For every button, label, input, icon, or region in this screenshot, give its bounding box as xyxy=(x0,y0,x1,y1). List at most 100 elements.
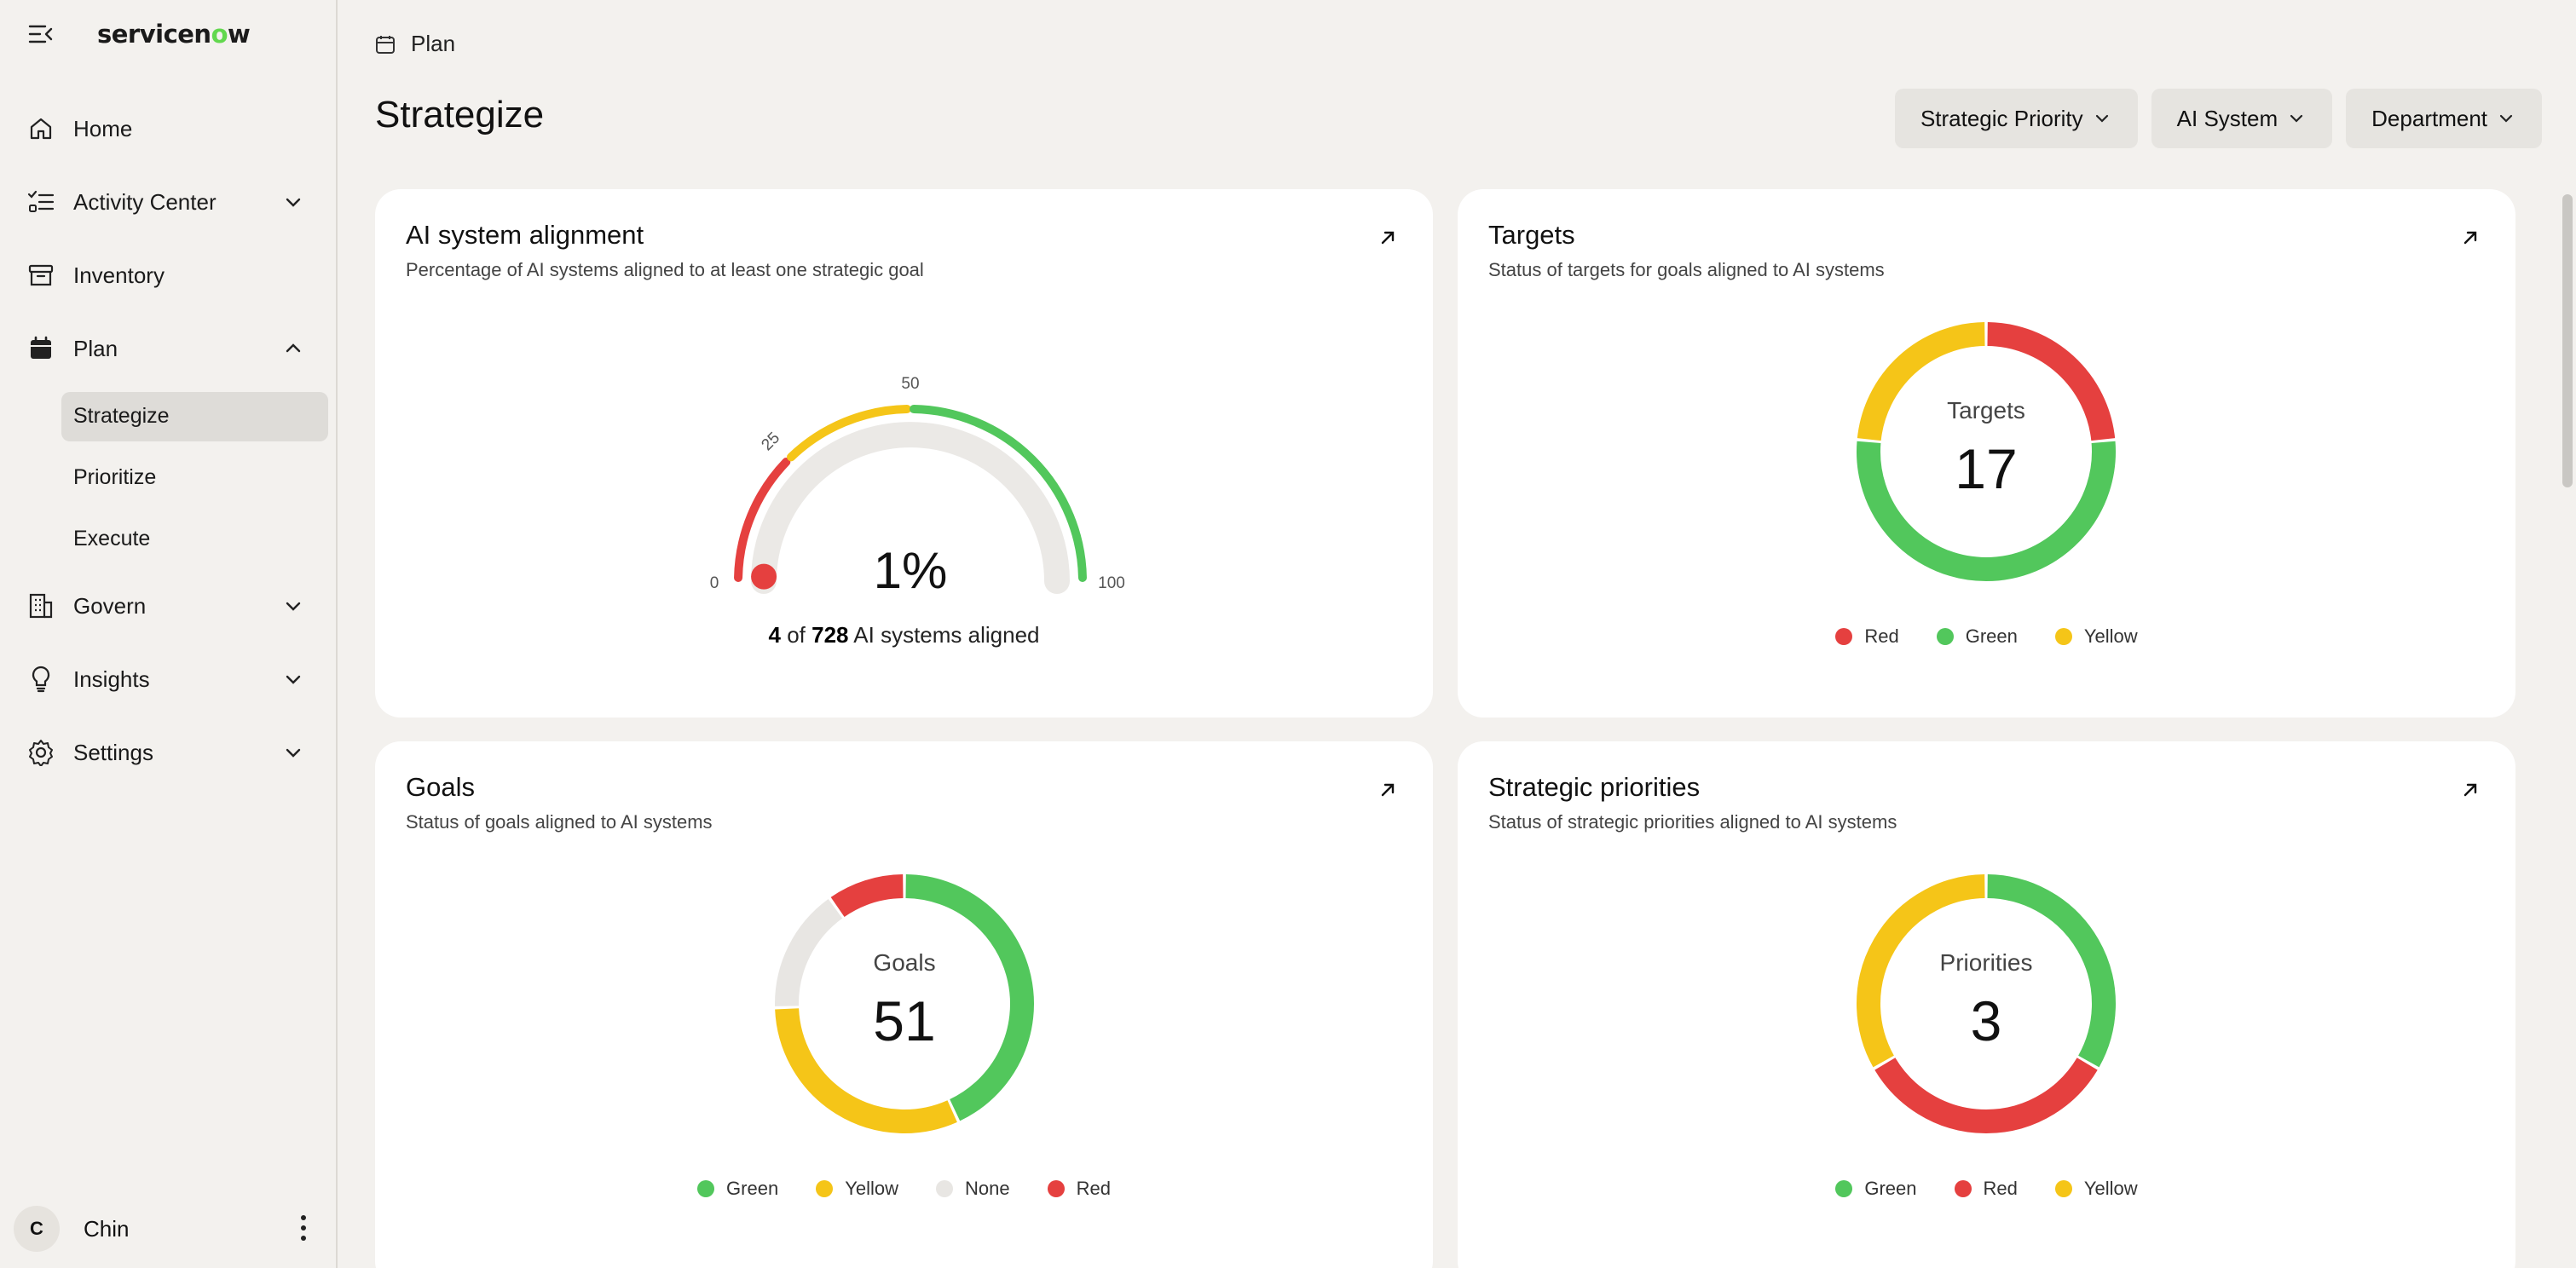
user-name: Chin xyxy=(84,1215,130,1242)
sidebar-subitem-prioritize[interactable]: Prioritize xyxy=(0,447,336,508)
sidebar-item-inventory[interactable]: Inventory xyxy=(0,239,336,312)
legend-dot xyxy=(1047,1180,1065,1197)
scrollbar[interactable] xyxy=(2562,194,2573,487)
legend-item[interactable]: Green xyxy=(697,1178,778,1200)
sidebar-item-plan[interactable]: Plan xyxy=(0,312,336,385)
legend-dot xyxy=(697,1180,715,1197)
sidebar-item-insights[interactable]: Insights xyxy=(0,643,336,716)
expand-arrow-icon[interactable] xyxy=(2456,223,2485,252)
legend-item[interactable]: Yellow xyxy=(2054,625,2138,648)
sidebar-item-activity-center[interactable]: Activity Center xyxy=(0,165,336,239)
sidebar-subitem-strategize[interactable]: Strategize xyxy=(0,385,336,447)
alignment-gauge: 0 25 50 100 1% xyxy=(710,375,1125,599)
donut-segment-none[interactable] xyxy=(775,899,843,1006)
chevron-down-icon xyxy=(2290,110,2307,127)
legend-item[interactable]: Yellow xyxy=(2054,1178,2138,1200)
sidebar-item-label: Home xyxy=(73,115,133,141)
legend-dot xyxy=(2054,628,2072,645)
legend-label: Green xyxy=(1864,1178,1917,1199)
expand-arrow-icon[interactable] xyxy=(1373,223,1402,252)
chart-legend: Red Green Yellow xyxy=(1458,625,2515,648)
donut-segment-green[interactable] xyxy=(1857,441,2116,581)
donut-center-value: 51 xyxy=(873,989,936,1052)
servicenow-logo[interactable]: servicenow xyxy=(97,20,251,49)
goals-card: Goals Status of goals aligned to AI syst… xyxy=(375,741,1433,1268)
legend-item[interactable]: Red xyxy=(1047,1178,1111,1200)
expand-arrow-icon[interactable] xyxy=(2456,775,2485,804)
legend-dot xyxy=(816,1180,834,1197)
sidebar-item-label: Govern xyxy=(73,592,147,619)
donut-segment-yellow[interactable] xyxy=(1857,874,1985,1068)
legend-item[interactable]: Green xyxy=(1835,1178,1917,1200)
chevron-up-icon[interactable] xyxy=(283,338,303,359)
legend-label: Green xyxy=(726,1178,779,1199)
aligned-count: 4 xyxy=(768,622,781,648)
department-filter[interactable]: Department xyxy=(2346,89,2542,148)
chart-legend: Green Yellow None Red xyxy=(375,1178,1433,1200)
sidebar-subitem-label: Execute xyxy=(73,526,151,550)
donut-segment-red[interactable] xyxy=(830,874,904,918)
legend-dot xyxy=(2054,1180,2072,1197)
strategic-priority-filter[interactable]: Strategic Priority xyxy=(1894,89,2138,148)
legend-dot xyxy=(1835,628,1853,645)
gauge-tick-label: 25 xyxy=(758,429,783,454)
sidebar-item-home[interactable]: Home xyxy=(0,92,336,165)
chevron-down-icon[interactable] xyxy=(283,669,303,689)
legend-item[interactable]: None xyxy=(936,1178,1010,1200)
gauge-tick-label: 0 xyxy=(710,574,719,592)
card-subtitle: Percentage of AI systems aligned to at l… xyxy=(406,259,924,280)
more-options-icon[interactable] xyxy=(298,1215,309,1241)
card-title: Targets xyxy=(1488,220,1575,250)
legend-dot xyxy=(1835,1180,1853,1197)
expand-arrow-icon[interactable] xyxy=(1373,775,1402,804)
donut-center-label: Goals xyxy=(873,949,936,976)
legend-label: Red xyxy=(1864,625,1899,647)
donut-segment-yellow[interactable] xyxy=(1857,322,1985,441)
gauge-value-text: 1% xyxy=(874,542,948,599)
strategic-priorities-card: Strategic priorities Status of strategic… xyxy=(1458,741,2515,1268)
total-count: 728 xyxy=(811,622,849,648)
legend-label: Yellow xyxy=(2083,1178,2138,1199)
sidebar-subitem-execute[interactable]: Execute xyxy=(0,508,336,569)
gauge-tick-label: 100 xyxy=(1098,574,1125,592)
legend-label: None xyxy=(965,1178,1010,1199)
donut-center-value: 3 xyxy=(1970,989,2002,1052)
gauge-band-yellow xyxy=(787,405,911,462)
legend-item[interactable]: Green xyxy=(1936,625,2018,648)
collapse-sidebar-icon[interactable] xyxy=(26,19,56,49)
breadcrumb-label[interactable]: Plan xyxy=(411,31,456,56)
legend-item[interactable]: Red xyxy=(1954,1178,2018,1200)
sidebar-nav: Home Activity Center Inventory Plan Stra… xyxy=(0,92,336,789)
card-subtitle: Status of targets for goals aligned to A… xyxy=(1488,259,1885,280)
gear-icon xyxy=(26,737,56,768)
filter-label: Department xyxy=(2371,105,2487,131)
avatar[interactable]: C xyxy=(14,1206,60,1252)
user-profile[interactable]: C Chin xyxy=(14,1203,324,1254)
legend-dot xyxy=(936,1180,953,1197)
legend-dot xyxy=(1954,1180,1972,1197)
chevron-down-icon[interactable] xyxy=(283,192,303,212)
chevron-down-icon[interactable] xyxy=(283,742,303,763)
card-subtitle: Status of goals aligned to AI systems xyxy=(406,811,713,833)
gauge-band-green xyxy=(910,405,1087,582)
calendar-icon xyxy=(26,333,56,364)
donut-segment-red[interactable] xyxy=(1874,1058,2098,1133)
sidebar-item-label: Settings xyxy=(73,739,153,765)
priorities-donut-chart xyxy=(1857,874,2116,1133)
sidebar-item-settings[interactable]: Settings xyxy=(0,716,336,789)
breadcrumb: Plan xyxy=(375,31,455,57)
donut-segment-red[interactable] xyxy=(1987,322,2116,441)
sidebar-item-govern[interactable]: Govern xyxy=(0,569,336,643)
donut-segment-green[interactable] xyxy=(1987,874,2116,1068)
legend-item[interactable]: Yellow xyxy=(816,1178,898,1200)
ai-system-alignment-card: AI system alignment Percentage of AI sys… xyxy=(375,189,1433,718)
sidebar-subitem-label: Prioritize xyxy=(73,464,157,489)
gauge-caption-text: AI systems aligned xyxy=(853,622,1040,648)
ai-system-filter[interactable]: AI System xyxy=(2151,89,2333,148)
chart-legend: Green Red Yellow xyxy=(1458,1178,2515,1200)
gauge-tick-label: 50 xyxy=(901,375,919,393)
legend-item[interactable]: Red xyxy=(1835,625,1899,648)
donut-segment-yellow[interactable] xyxy=(775,1008,957,1133)
chevron-down-icon[interactable] xyxy=(283,596,303,616)
donut-segment-green[interactable] xyxy=(905,874,1034,1121)
